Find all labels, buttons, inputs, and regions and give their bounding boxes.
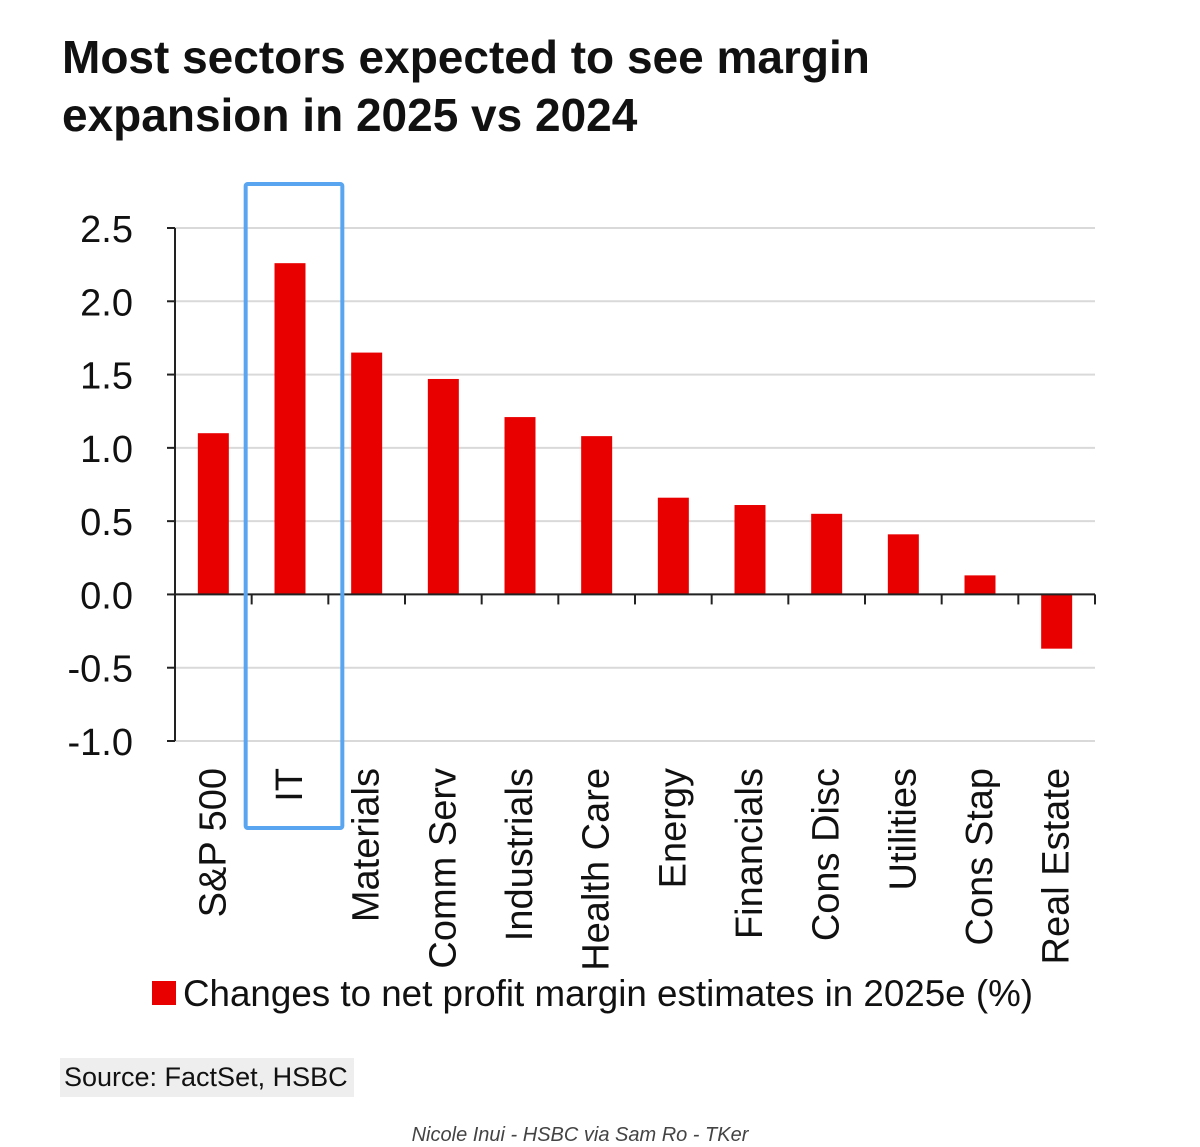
x-tick-label: Health Care bbox=[576, 768, 618, 971]
bar bbox=[581, 436, 613, 595]
y-tick-label: 1.0 bbox=[80, 429, 133, 471]
legend: Changes to net profit margin estimates i… bbox=[152, 973, 1033, 1014]
x-tick-label: S&P 500 bbox=[192, 768, 234, 917]
bar bbox=[734, 505, 766, 595]
bar bbox=[811, 513, 843, 595]
x-tick-labels: S&P 500 IT Materials Comm Serv Industrials He… bbox=[192, 768, 1077, 971]
bars bbox=[197, 263, 1073, 649]
bar bbox=[657, 497, 689, 595]
bar bbox=[964, 575, 996, 595]
gridlines bbox=[167, 227, 1095, 742]
x-tick-label: IT bbox=[269, 768, 311, 802]
y-tick-label: -0.5 bbox=[68, 649, 133, 691]
bar bbox=[197, 433, 229, 595]
bar bbox=[274, 263, 306, 595]
y-tick-labels: -1.0 -0.5 0.0 0.5 1.0 1.5 2.0 2.5 bbox=[68, 209, 133, 764]
chart-title-line-1: Most sectors expected to see margin bbox=[62, 31, 870, 83]
x-tick-label: Cons Disc bbox=[806, 768, 848, 941]
chart-title-line-2: expansion in 2025 vs 2024 bbox=[62, 89, 638, 141]
x-tick-label: Materials bbox=[346, 768, 388, 922]
bar bbox=[351, 352, 383, 595]
x-tick-label: Energy bbox=[652, 768, 694, 888]
x-tick-label: Comm Serv bbox=[422, 768, 464, 969]
y-tick-label: 2.0 bbox=[80, 282, 133, 324]
x-tick-label: Financials bbox=[729, 768, 771, 939]
y-tick-label: -1.0 bbox=[68, 722, 133, 764]
legend-label: Changes to net profit margin estimates i… bbox=[183, 973, 1033, 1014]
legend-swatch bbox=[152, 981, 176, 1005]
x-tick-label: Utilities bbox=[882, 768, 924, 890]
x-tick-label: Cons Stap bbox=[959, 768, 1001, 945]
it-highlight-box bbox=[243, 182, 345, 830]
bar-chart: -1.0 -0.5 0.0 0.5 1.0 1.5 2.0 2.5 S&P 500 IT Mate… bbox=[68, 182, 1096, 1014]
y-tick-label: 0.5 bbox=[80, 502, 133, 544]
axes bbox=[174, 228, 1096, 741]
x-tick-label: Industrials bbox=[499, 768, 541, 941]
bar bbox=[427, 378, 459, 595]
y-tick-label: 2.5 bbox=[80, 209, 133, 251]
y-tick-label: 0.0 bbox=[80, 575, 133, 617]
credit-line: Nicole Inui - HSBC via Sam Ro - TKer bbox=[411, 1124, 749, 1146]
source-note: Source: FactSet, HSBC bbox=[60, 1058, 354, 1097]
x-tick-label: Real Estate bbox=[1036, 768, 1078, 964]
bar bbox=[1041, 594, 1073, 649]
y-tick-label: 1.5 bbox=[80, 356, 133, 398]
bar bbox=[887, 534, 919, 595]
bar bbox=[504, 417, 536, 595]
chart-title: Most sectors expected to see margin expa… bbox=[62, 28, 1062, 144]
